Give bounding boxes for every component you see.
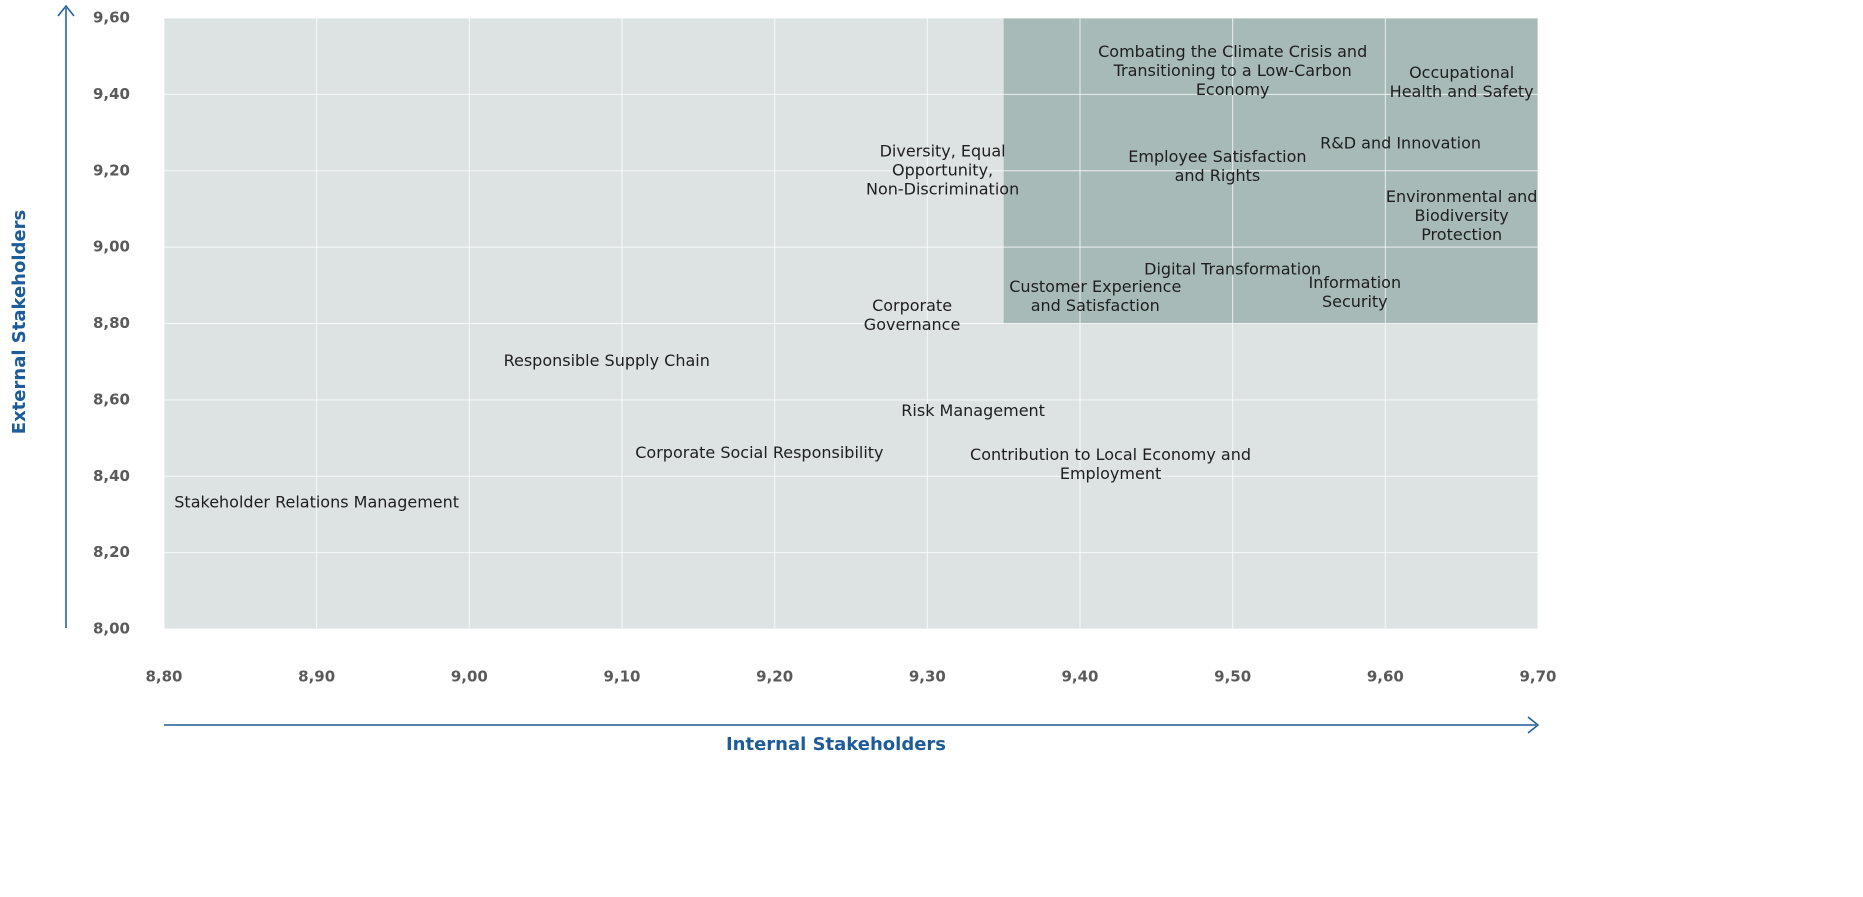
- topic-label: Risk Management: [901, 401, 1045, 420]
- x-tick-label: 8,90: [298, 668, 335, 686]
- topic-label-line: Non-Discrimination: [866, 179, 1019, 198]
- x-tick-label: 9,60: [1367, 668, 1404, 686]
- x-tick-label: 8,80: [145, 668, 182, 686]
- topic-label-line: Transitioning to a Low-Carbon: [1113, 61, 1352, 80]
- x-tick-label: 9,00: [451, 668, 488, 686]
- x-tick-label: 9,40: [1061, 668, 1098, 686]
- x-tick-label: 9,10: [603, 668, 640, 686]
- topic-label-line: R&D and Innovation: [1320, 134, 1481, 153]
- topic-label-line: Employee Satisfaction: [1128, 147, 1306, 166]
- topic-label-line: Occupational: [1409, 63, 1514, 82]
- topic-label-line: and Rights: [1175, 166, 1261, 185]
- x-axis-arrowhead: [1527, 716, 1540, 734]
- topic-label-line: Combating the Climate Crisis and: [1098, 42, 1367, 61]
- x-tick-label: 9,30: [909, 668, 946, 686]
- topic-label-line: Customer Experience: [1009, 277, 1181, 296]
- y-tick-label: 9,40: [93, 85, 130, 103]
- topic-label-line: Opportunity,: [892, 160, 993, 179]
- topic-label-line: Diversity, Equal: [880, 141, 1006, 160]
- y-tick-label: 8,20: [93, 543, 130, 561]
- topic-label: Responsible Supply Chain: [504, 351, 710, 370]
- topic-label-line: Responsible Supply Chain: [504, 351, 710, 370]
- topic-label-line: Employment: [1060, 464, 1161, 483]
- topic-label-line: Health and Safety: [1390, 82, 1534, 101]
- x-tick-label: 9,70: [1519, 668, 1556, 686]
- topic-label-line: Protection: [1421, 225, 1502, 244]
- topic-label-line: and Satisfaction: [1031, 296, 1160, 315]
- y-tick-label: 9,20: [93, 161, 130, 179]
- topic-label: Diversity, EqualOpportunity,Non-Discrimi…: [866, 141, 1019, 198]
- topic-label: R&D and Innovation: [1320, 134, 1481, 153]
- y-tick-label: 8,60: [93, 390, 130, 408]
- y-tick-label: 8,40: [93, 467, 130, 485]
- y-tick-label: 8,80: [93, 314, 130, 332]
- topic-label-line: Corporate Social Responsibility: [635, 443, 883, 462]
- y-tick-label: 9,00: [93, 238, 130, 256]
- y-tick-label: 9,60: [93, 9, 130, 27]
- topic-label: Stakeholder Relations Management: [174, 492, 459, 511]
- x-tick-label: 9,50: [1214, 668, 1251, 686]
- y-axis-arrowhead: [57, 4, 75, 17]
- y-tick-label: 8,00: [93, 620, 130, 638]
- topic-label-line: Economy: [1196, 80, 1270, 99]
- topic-label: Combating the Climate Crisis andTransiti…: [1098, 42, 1367, 99]
- topic-label-line: Security: [1322, 292, 1388, 311]
- topic-label-line: Information: [1308, 273, 1401, 292]
- topic-label-line: Digital Transformation: [1144, 260, 1321, 279]
- x-axis-title: Internal Stakeholders: [726, 734, 946, 755]
- topic-label-line: Environmental and: [1386, 187, 1538, 206]
- topic-label-line: Corporate: [872, 296, 952, 315]
- topic-label-line: Contribution to Local Economy and: [970, 445, 1251, 464]
- topic-label-line: Stakeholder Relations Management: [174, 492, 459, 511]
- x-tick-label: 9,20: [756, 668, 793, 686]
- y-axis-title: External Stakeholders: [9, 210, 30, 434]
- topic-label: Corporate Social Responsibility: [635, 443, 883, 462]
- topic-label-line: Risk Management: [901, 401, 1045, 420]
- topic-label-line: Governance: [864, 315, 961, 334]
- topic-label-line: Biodiversity: [1415, 206, 1509, 225]
- topic-label: Digital Transformation: [1144, 260, 1321, 279]
- topic-label: Contribution to Local Economy andEmploym…: [970, 445, 1251, 483]
